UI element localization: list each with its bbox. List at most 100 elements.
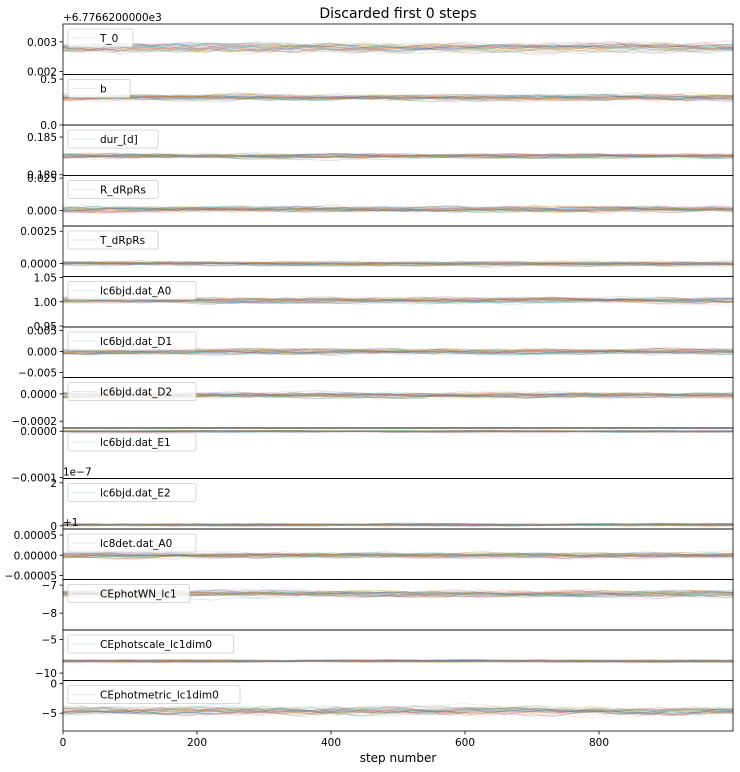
walker-trace xyxy=(63,152,733,159)
walker-trace xyxy=(63,429,733,433)
walker-trace xyxy=(63,659,733,663)
walker-trace xyxy=(63,261,733,268)
walker-trace xyxy=(63,349,733,356)
panel-lc8det.dat_A0: −0.00005 0.00000 0.00005 +1 lc8det.dat_A0 xyxy=(5,517,734,582)
walker-trace xyxy=(63,523,733,527)
walker-trace xyxy=(63,153,733,159)
walker-trace xyxy=(63,298,733,305)
walker-trace xyxy=(63,297,733,304)
walker-trace xyxy=(63,153,733,159)
walker-trace xyxy=(63,659,733,663)
walker-trace xyxy=(63,296,733,306)
walker-traces xyxy=(63,203,733,214)
offset-text: +1 xyxy=(63,517,78,529)
walker-trace xyxy=(63,151,733,158)
walker-trace xyxy=(63,429,733,433)
walker-trace xyxy=(63,706,733,718)
walker-trace xyxy=(63,705,733,717)
walker-trace xyxy=(63,552,733,560)
y-tick-label: 0.0025 xyxy=(20,226,57,238)
walker-trace xyxy=(63,40,733,51)
y-tick-label: 0.00000 xyxy=(14,550,57,562)
walker-trace xyxy=(63,706,733,716)
legend-box xyxy=(67,180,159,199)
walker-trace xyxy=(63,42,733,52)
legend-box xyxy=(67,634,235,654)
walker-trace xyxy=(63,551,733,558)
walker-trace xyxy=(63,42,733,51)
walker-trace xyxy=(63,429,733,433)
walker-trace xyxy=(63,45,733,56)
walker-trace xyxy=(63,706,733,717)
walker-trace xyxy=(63,261,733,267)
walker-trace xyxy=(63,153,733,159)
walker-trace xyxy=(63,205,733,212)
y-tick-label: −0.005 xyxy=(18,367,57,379)
walker-trace xyxy=(63,552,733,558)
walker-trace xyxy=(63,348,733,356)
y-tick-label: −5 xyxy=(42,708,57,720)
walker-trace xyxy=(63,429,733,433)
walker-trace xyxy=(63,153,733,160)
walker-trace xyxy=(63,550,733,559)
walker-trace xyxy=(63,551,733,558)
walker-trace xyxy=(63,552,733,558)
x-tick-label: 200 xyxy=(187,737,207,749)
walker-trace xyxy=(63,153,733,159)
walker-trace xyxy=(63,705,733,717)
walker-trace xyxy=(63,94,733,102)
walker-trace xyxy=(63,296,733,305)
walker-trace xyxy=(63,94,733,101)
panel-T_dRpRs: 0.0000 0.0025 T_dRpRs xyxy=(20,225,734,277)
walker-trace xyxy=(63,204,733,213)
walker-trace xyxy=(63,153,733,159)
walker-trace xyxy=(63,703,733,718)
walker-trace xyxy=(63,207,733,214)
walker-traces xyxy=(63,658,733,664)
panel-b: 0.0 0.5 b xyxy=(40,74,734,132)
walker-trace xyxy=(63,93,733,100)
walker-trace xyxy=(63,659,733,664)
walker-trace xyxy=(63,349,733,356)
walker-trace xyxy=(63,429,733,432)
walker-trace xyxy=(63,152,733,159)
walker-trace xyxy=(63,205,733,212)
walker-trace xyxy=(63,707,733,717)
walker-trace xyxy=(63,706,733,715)
walker-trace xyxy=(63,348,733,356)
walker-trace xyxy=(63,94,733,103)
walker-trace xyxy=(63,260,733,268)
walker-trace xyxy=(63,41,733,52)
panel-CEphotmetric_lc1dim0: −5 0 CEphotmetric_lc1dim0 xyxy=(42,678,734,732)
walker-trace xyxy=(63,659,733,663)
walker-trace xyxy=(63,659,733,664)
legend-label: b xyxy=(100,84,107,96)
walker-trace xyxy=(63,260,733,267)
walker-trace xyxy=(63,704,733,714)
x-tick-label: 0 xyxy=(60,737,67,749)
walker-trace xyxy=(63,552,733,559)
walker-trace xyxy=(63,523,733,527)
walker-trace xyxy=(63,658,733,662)
y-tick-label: 0.00005 xyxy=(14,530,57,542)
walker-trace xyxy=(63,205,733,212)
walker-trace xyxy=(63,348,733,356)
walker-trace xyxy=(63,42,733,55)
x-axis: 0 200 400 600 800 xyxy=(60,731,609,749)
walker-trace xyxy=(63,205,733,214)
walker-trace xyxy=(63,152,733,160)
walker-trace xyxy=(63,92,733,101)
walker-trace xyxy=(63,523,733,527)
walker-trace xyxy=(63,205,733,213)
walker-trace xyxy=(63,296,733,305)
walker-trace xyxy=(63,153,733,159)
y-tick-label: 0.005 xyxy=(27,325,57,337)
walker-trace xyxy=(63,523,733,527)
legend-label: CEphotscale_lc1dim0 xyxy=(100,639,212,651)
walker-trace xyxy=(63,659,733,664)
walker-trace xyxy=(63,42,733,54)
walker-trace xyxy=(63,658,733,664)
walker-trace xyxy=(63,297,733,305)
walker-trace xyxy=(63,41,733,55)
walker-trace xyxy=(63,705,733,714)
